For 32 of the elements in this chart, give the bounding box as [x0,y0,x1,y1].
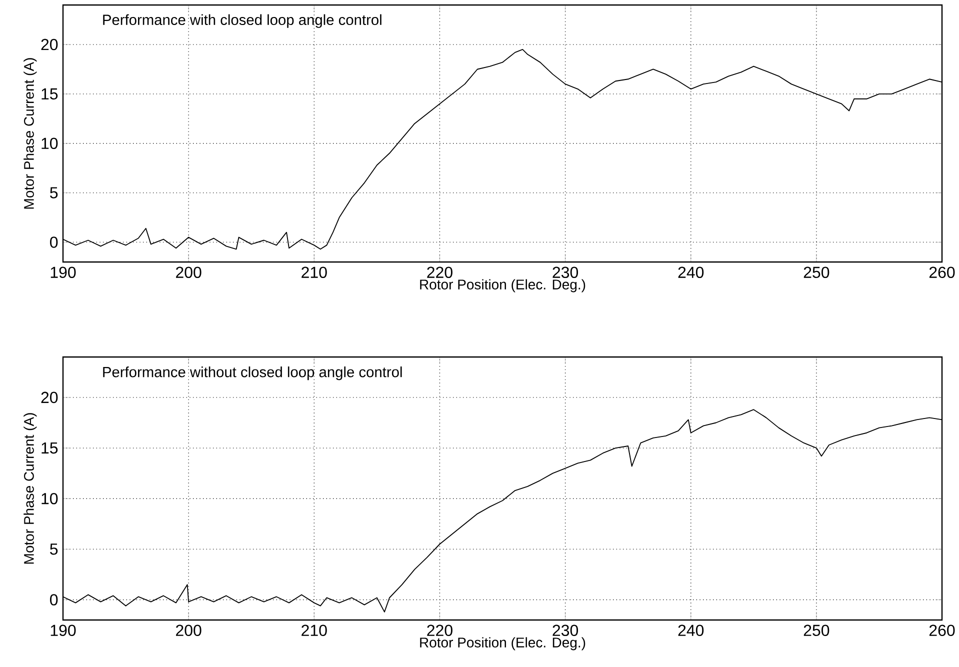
y-tick-label: 0 [50,236,58,248]
x-tick-label: 230 [552,266,578,278]
x-tick-label: 250 [804,266,830,278]
text: Performance with closed loop angle control [103,14,382,28]
y-axis-title: Motor Phase Current (A) [24,413,37,564]
x-tick-label: 240 [678,624,704,636]
x-tick-label: 200 [176,624,202,636]
x-tick-label: 230 [552,624,578,636]
x-tick-label: 190 [50,624,76,636]
x-tick-label: 250 [804,624,830,636]
y-tick-label: 10 [42,492,58,504]
y-tick-label: 0 [50,594,58,606]
x-tick-label: 190 [50,266,76,278]
x-axis-title: Rotor Position (Elec. Deg.) [420,637,586,650]
x-tick-label: 200 [176,266,202,278]
x-tick-label: 260 [929,624,955,636]
y-tick-label: 20 [41,38,58,50]
y-tick-label: 5 [50,187,58,198]
text: Performance without closed loop angle control [103,366,402,380]
y-axis-title: Motor Phase Current (A) [24,58,37,209]
y-tick-label: 15 [42,442,58,454]
y-tick-label: 10 [42,138,58,150]
x-axis-title: Rotor Position (Elec. Deg.) [420,279,586,292]
x-tick-label: 210 [302,266,327,278]
x-tick-label: 260 [929,266,955,278]
x-tick-label: 240 [678,266,704,278]
y-tick-label: 5 [50,544,58,555]
x-tick-label: 220 [427,266,452,278]
y-tick-label: 20 [41,392,58,404]
y-tick-label: 15 [42,88,58,100]
x-tick-label: 220 [427,624,452,636]
x-tick-label: 210 [302,624,327,636]
